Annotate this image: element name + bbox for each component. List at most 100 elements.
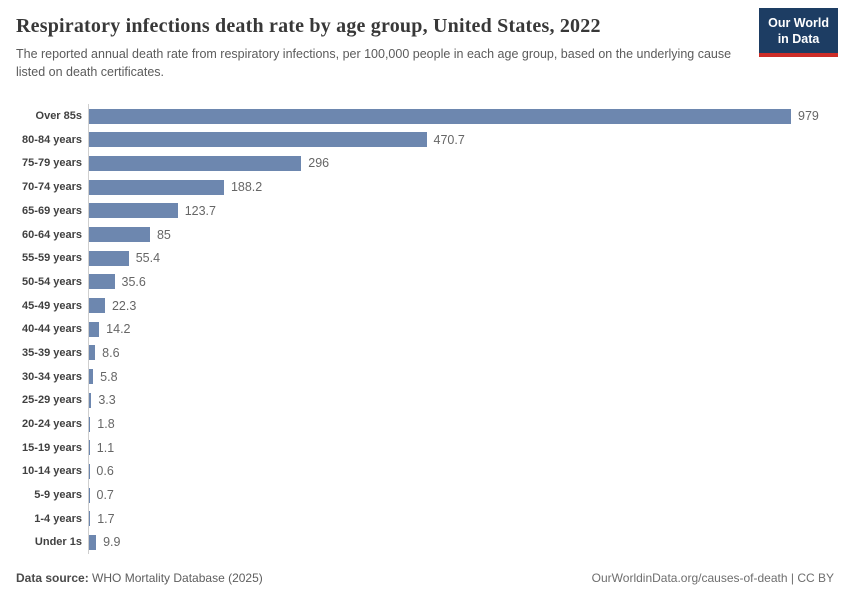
value-label: 5.8 bbox=[100, 369, 118, 384]
owid-logo-line1: Our World bbox=[768, 16, 829, 30]
bar bbox=[89, 250, 129, 266]
bar-row: 60-64 years 85 bbox=[16, 222, 834, 247]
value-label: 0.6 bbox=[96, 464, 114, 479]
bar bbox=[89, 298, 105, 314]
bar-area: 979 bbox=[88, 104, 834, 128]
bar-row: Over 85s 979 bbox=[16, 104, 834, 128]
bar bbox=[89, 274, 115, 290]
bar-row: 65-69 years 123.7 bbox=[16, 199, 834, 223]
category-label: 1-4 years bbox=[34, 512, 82, 525]
category-label: Over 85s bbox=[35, 110, 82, 123]
value-label: 1.7 bbox=[97, 511, 115, 526]
bar-row: 20-24 years 1.8 bbox=[16, 412, 834, 436]
bar-row: 35-39 years 8.6 bbox=[16, 341, 834, 365]
bar-row: 50-54 years 35.6 bbox=[16, 270, 834, 294]
bar-row: 5-9 years 0.7 bbox=[16, 483, 834, 507]
bar-area: 123.7 bbox=[88, 199, 834, 223]
owid-logo[interactable]: Our World in Data bbox=[759, 8, 838, 57]
bar bbox=[89, 132, 427, 148]
category-label: 25-29 years bbox=[22, 394, 82, 407]
bar-area: 5.8 bbox=[88, 364, 834, 389]
bar-row: 45-49 years 22.3 bbox=[16, 293, 834, 318]
data-source: Data source: WHO Mortality Database (202… bbox=[16, 571, 263, 585]
bar bbox=[89, 392, 92, 408]
category-label: 50-54 years bbox=[22, 275, 82, 288]
bar-row: 75-79 years 296 bbox=[16, 151, 834, 176]
bar-area: 296 bbox=[88, 151, 834, 176]
bar bbox=[89, 179, 224, 195]
bar-row: 10-14 years 0.6 bbox=[16, 459, 834, 484]
value-label: 188.2 bbox=[230, 180, 263, 195]
bar-row: 55-59 years 55.4 bbox=[16, 246, 834, 271]
owid-logo-line2: in Data bbox=[777, 32, 820, 47]
bar-area: 85 bbox=[88, 222, 834, 247]
category-label: Under 1s bbox=[34, 536, 82, 549]
bar-row: 30-34 years 5.8 bbox=[16, 364, 834, 389]
category-label: 30-34 years bbox=[22, 370, 82, 383]
value-label: 35.6 bbox=[121, 274, 146, 289]
category-label: 75-79 years bbox=[22, 157, 82, 170]
bar-area: 0.6 bbox=[88, 459, 834, 484]
bar-row: 1-4 years 1.7 bbox=[16, 506, 834, 531]
value-label: 8.6 bbox=[102, 345, 120, 360]
category-label: 5-9 years bbox=[34, 489, 82, 502]
category-label: 70-74 years bbox=[22, 181, 82, 194]
value-label: 22.3 bbox=[111, 298, 137, 313]
value-label: 470.7 bbox=[433, 132, 465, 147]
bar-row: 25-29 years 3.3 bbox=[16, 388, 834, 413]
page-title: Respiratory infections death rate by age… bbox=[16, 15, 601, 37]
bar bbox=[89, 321, 100, 337]
bar-area: 8.6 bbox=[88, 341, 834, 365]
bar bbox=[89, 345, 96, 361]
bar-area: 470.7 bbox=[88, 127, 834, 152]
value-label: 85 bbox=[156, 227, 171, 242]
bar-area: 1.8 bbox=[88, 412, 834, 436]
value-label: 1.8 bbox=[97, 417, 115, 432]
bar bbox=[89, 227, 150, 243]
value-label: 123.7 bbox=[184, 203, 216, 218]
bar-area: 3.3 bbox=[88, 388, 834, 413]
category-label: 60-64 years bbox=[22, 228, 82, 241]
category-label: 10-14 years bbox=[22, 465, 82, 478]
value-label: 55.4 bbox=[135, 251, 161, 266]
bar bbox=[89, 534, 97, 550]
value-label: 1.1 bbox=[96, 440, 115, 455]
bar-row: 70-74 years 188.2 bbox=[16, 175, 834, 199]
category-label: 35-39 years bbox=[22, 346, 82, 359]
bar bbox=[89, 155, 302, 171]
category-label: 55-59 years bbox=[22, 252, 82, 265]
bar-area: 1.7 bbox=[88, 506, 834, 531]
data-source-text: WHO Mortality Database (2025) bbox=[88, 571, 263, 585]
bar-area: 0.7 bbox=[88, 483, 834, 507]
bar bbox=[89, 108, 791, 124]
bar-area: 1.1 bbox=[88, 435, 834, 460]
bar bbox=[89, 511, 91, 527]
bar-row: 80-84 years 470.7 bbox=[16, 127, 834, 152]
bar-row: Under 1s 9.9 bbox=[16, 530, 834, 555]
bar bbox=[89, 369, 94, 385]
category-label: 40-44 years bbox=[22, 323, 82, 336]
bar-area: 14.2 bbox=[88, 317, 834, 342]
value-label: 14.2 bbox=[106, 322, 131, 337]
bar bbox=[89, 416, 91, 432]
value-label: 296 bbox=[308, 156, 330, 171]
category-label: 15-19 years bbox=[22, 441, 82, 454]
value-label: 979 bbox=[798, 109, 819, 124]
value-label: 9.9 bbox=[103, 535, 121, 550]
owid-logo-stripe bbox=[759, 52, 838, 57]
bar bbox=[89, 440, 90, 456]
data-source-label: Data source: bbox=[16, 571, 89, 585]
category-label: 45-49 years bbox=[22, 299, 82, 312]
value-label: 3.3 bbox=[98, 393, 116, 408]
bar bbox=[89, 487, 90, 503]
chart-footer: Data source: WHO Mortality Database (202… bbox=[16, 571, 834, 585]
chart-subtitle: The reported annual death rate from resp… bbox=[16, 47, 732, 80]
bar-area: 188.2 bbox=[88, 175, 834, 199]
bar-area: 22.3 bbox=[88, 293, 834, 318]
owid-url-link[interactable]: OurWorldinData.org/causes-of-death | CC … bbox=[591, 571, 834, 585]
value-label: 0.7 bbox=[96, 488, 114, 503]
bar bbox=[89, 203, 178, 219]
bar-chart: Over 85s 979 80-84 years 470.7 75-79 yea… bbox=[16, 104, 834, 555]
category-label: 65-69 years bbox=[22, 204, 82, 217]
